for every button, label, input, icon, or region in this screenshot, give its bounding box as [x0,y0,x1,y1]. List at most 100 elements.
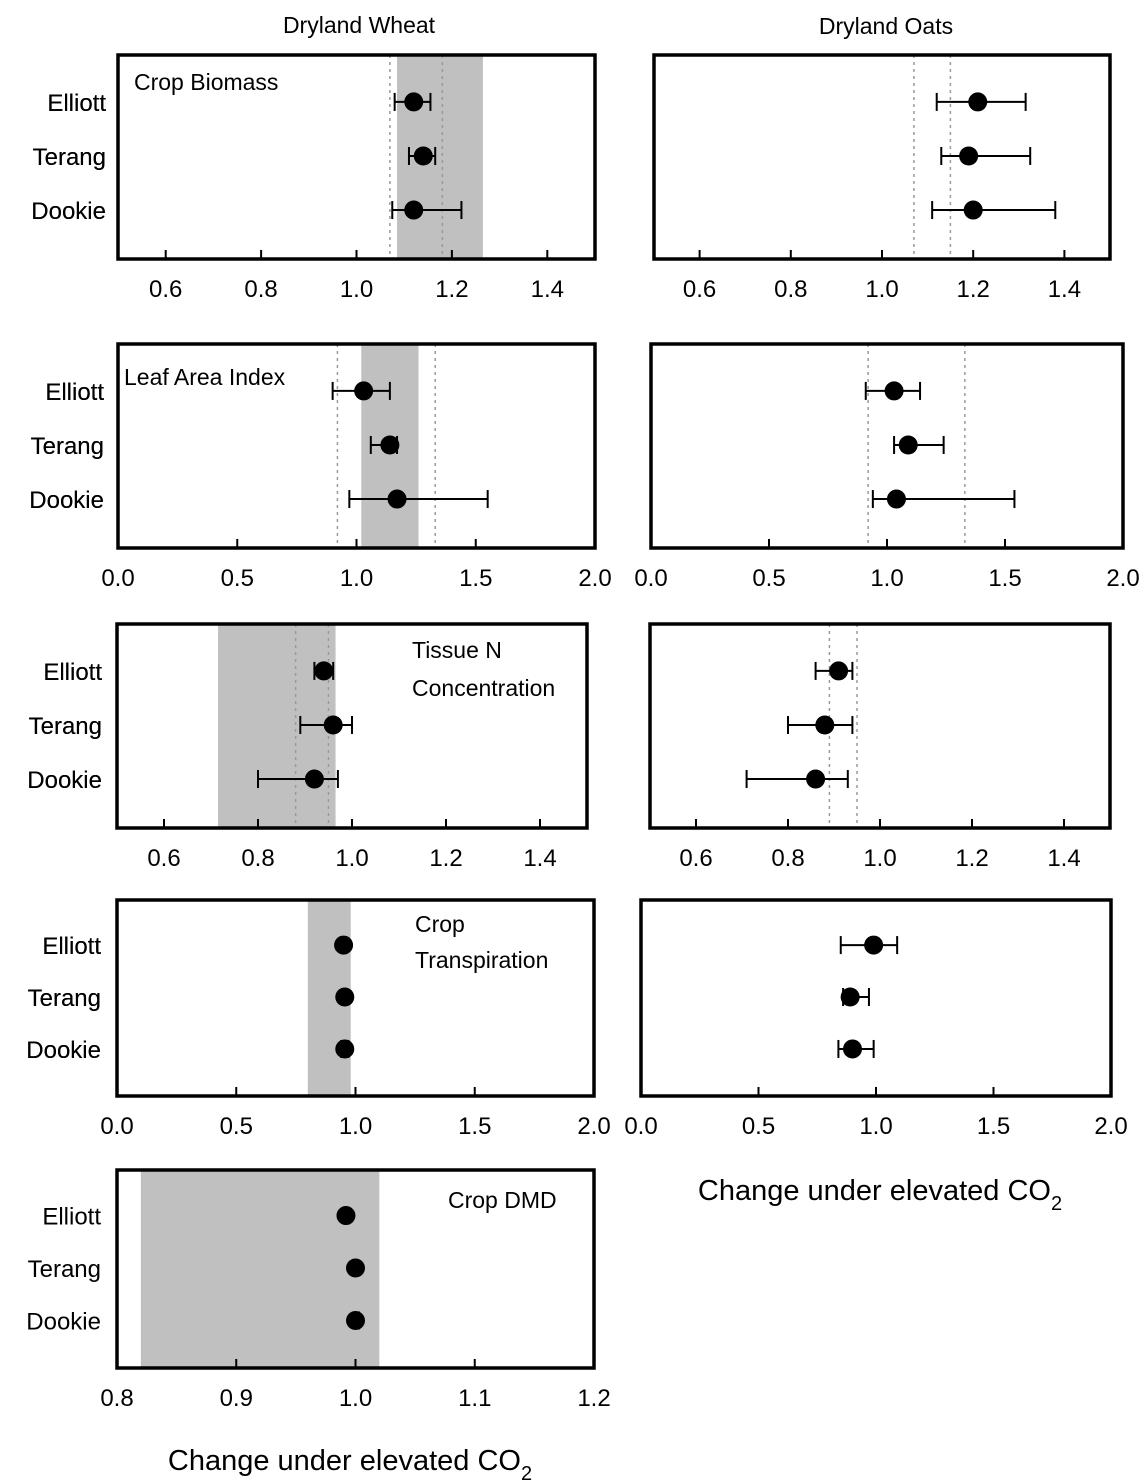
data-point-elliott [884,381,904,401]
x-tick-label: 1.5 [977,1113,1010,1140]
site-label-terang: Terang [28,1256,101,1283]
x-tick-label: 1.5 [988,565,1021,592]
data-point-terang [840,987,860,1007]
site-label-elliott: Elliott [47,90,106,117]
x-tick-label: 0.5 [221,565,254,592]
data-point-dookie [843,1039,862,1059]
x-tick-label: 0.0 [100,1113,133,1140]
x-tick-label: 0.0 [634,565,667,592]
panel-label: Crop [415,911,465,937]
site-label-dookie: Dookie [31,198,106,225]
data-point-terang [959,146,979,166]
x-tick-label: 1.0 [335,845,368,872]
data-point-terang [323,715,343,735]
x-axis-label-main: Change under elevated CO [698,1175,1051,1207]
x-tick-label: 0.8 [771,845,804,872]
panel-2: 0.6 0.8 1.0 1.2 1.4 Elliott Terang Dookie [31,53,1112,303]
x-tick-label: 1.0 [340,276,373,303]
x-tick-label: 0.8 [774,276,807,303]
panel-frame [652,53,1112,261]
x-tick-label: 1.5 [459,565,492,592]
x-tick-label: 1.0 [870,565,903,592]
x-axis-label-subscript: 2 [1051,1193,1062,1215]
data-point-dookie [346,1310,365,1330]
data-point-elliott [404,92,424,112]
x-tick-label: 0.6 [149,276,182,303]
panel-frame [115,898,596,1098]
x-tick-label: 0.8 [100,1385,133,1412]
site-label-elliott: Elliott [42,1204,101,1231]
site-label-elliott: Elliott [42,933,101,960]
site-label-dookie: Dookie [26,1308,101,1335]
x-axis-label-subscript: 2 [521,1463,532,1481]
data-point-elliott [336,1206,356,1226]
x-tick-label: 1.0 [859,1113,892,1140]
x-tick-label: 0.6 [147,845,180,872]
panel-5: 0.6 0.8 1.0 1.2 1.4 Elliott Terang Dookie Tissue… [27,622,589,872]
panel-label: Concentration [412,675,555,701]
data-point-elliott [829,661,849,681]
site-label-terang: Terang [33,144,106,171]
x-tick-label: 0.5 [742,1113,775,1140]
panel-3: 0.0 0.5 1.0 1.5 2.0 Elliott Terang Dookie Leaf A… [29,342,612,592]
x-tick-label: 0.8 [244,276,277,303]
x-tick-label: 0.5 [752,565,785,592]
x-tick-label: 2.0 [1106,565,1139,592]
panel-frame [649,342,1125,550]
panel-label: Transpiration [415,947,548,973]
confidence-shade [397,55,483,259]
data-point-dookie [963,200,983,220]
x-tick-label: 1.0 [865,276,898,303]
site-label-terang: Terang [31,433,104,460]
site-label-terang: Terang [29,713,102,740]
x-tick-label: 0.0 [624,1113,657,1140]
panel-frame [648,622,1112,830]
x-tick-label: 1.1 [458,1385,491,1412]
site-label-dookie: Dookie [26,1037,101,1064]
x-tick-label: 1.0 [340,565,373,592]
data-point-elliott [864,935,884,955]
site-label-dookie: Dookie [31,198,106,225]
data-point-dookie [387,489,407,509]
panel-label: Crop DMD [448,1187,557,1213]
panels: 0.6 0.8 1.0 1.2 1.4 Elliott Terang Dookie Crop B… [26,53,1140,1412]
site-label-terang: Terang [28,985,101,1012]
site-label-elliott: Elliott [43,659,102,686]
x-tick-label: 0.9 [220,1385,253,1412]
x-tick-label: 0.6 [679,845,712,872]
x-tick-label: 2.0 [577,1113,610,1140]
panel-9: 0.8 0.9 1.0 1.1 1.2 Elliott Terang Dookie Crop D… [26,1168,611,1412]
x-tick-label: 1.0 [339,1385,372,1412]
column-title-oats: Dryland Oats [819,13,953,39]
site-label-elliott: Elliott [47,90,106,117]
x-tick-label: 1.2 [435,276,468,303]
x-tick-label: 0.6 [683,276,716,303]
data-point-terang [335,987,355,1007]
site-label-dookie: Dookie [27,767,102,794]
x-axis-label-main: Change under elevated CO [168,1445,521,1477]
site-label-dookie: Dookie [27,767,102,794]
data-point-terang [413,146,433,166]
x-tick-label: 1.4 [531,276,564,303]
data-point-elliott [314,661,334,681]
data-point-dookie [806,769,826,789]
data-point-elliott [968,92,988,112]
x-tick-label: 0.5 [220,1113,253,1140]
site-label-elliott: Elliott [42,933,101,960]
x-tick-label: 2.0 [578,565,611,592]
x-tick-label: 1.4 [523,845,556,872]
panel-label: Leaf Area Index [124,364,286,390]
data-point-terang [898,435,918,455]
data-point-dookie [404,200,424,220]
x-tick-label: 1.2 [957,276,990,303]
x-tick-label: 1.4 [1048,276,1081,303]
panel-6: 0.6 0.8 1.0 1.2 1.4 Elliott Terang Dookie [27,622,1112,872]
data-point-terang [380,435,400,455]
site-label-dookie: Dookie [26,1037,101,1064]
column-title-wheat: Dryland Wheat [283,12,436,38]
x-tick-label: 1.5 [458,1113,491,1140]
panel-label: Tissue N [412,637,502,663]
x-tick-label: 0.8 [241,845,274,872]
site-label-elliott: Elliott [45,379,104,406]
x-tick-label: 1.0 [863,845,896,872]
